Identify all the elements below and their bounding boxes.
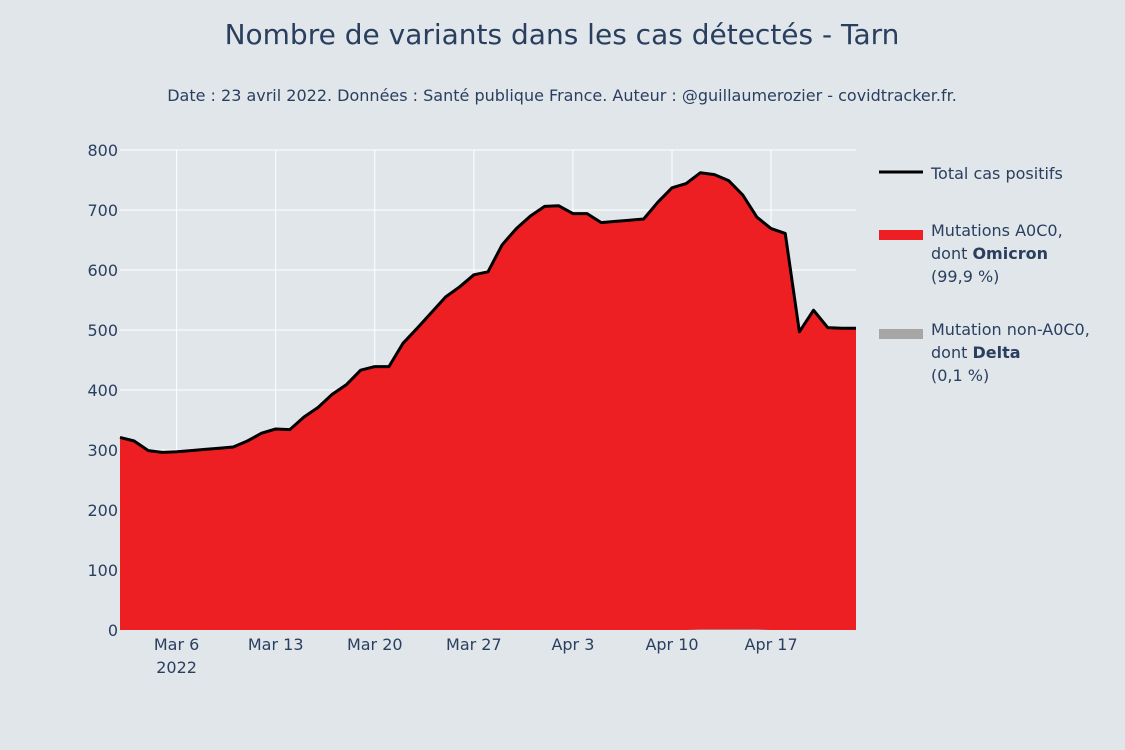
legend: Total cas positifs Mutations A0C0, dont Om…: [879, 164, 1090, 385]
legend-label-2-1: dont Delta: [931, 343, 1021, 362]
legend-label-2-0: Mutation non-A0C0,: [931, 320, 1090, 339]
x-tick-label-3: Mar 27: [446, 635, 502, 654]
area-series-1: [120, 629, 856, 630]
x-tick-label-5: Apr 10: [645, 635, 698, 654]
legend-label-1-1: dont Omicron: [931, 244, 1048, 263]
y-tick-label-5: 500: [87, 321, 118, 340]
y-tick-label-7: 700: [87, 201, 118, 220]
y-tick-label-2: 200: [87, 501, 118, 520]
x-tick-label-2: Mar 20: [347, 635, 403, 654]
y-tick-label-4: 400: [87, 381, 118, 400]
line-series-total: [119, 171, 856, 454]
x-tick-label-6: Apr 17: [745, 635, 798, 654]
x-tick-label-4: Apr 3: [551, 635, 594, 654]
area-series-0: [120, 172, 856, 631]
legend-label-0-0: Total cas positifs: [930, 164, 1063, 183]
chart-title: Nombre de variants dans les cas détectés…: [225, 18, 900, 51]
y-tick-label-3: 300: [87, 441, 118, 460]
x-tick-label-0: Mar 6: [154, 635, 199, 654]
legend-label-2-2: (0,1 %): [931, 366, 989, 385]
legend-label-1-2: (99,9 %): [931, 267, 999, 286]
x-tick-sublabel-0: 2022: [156, 658, 197, 677]
y-tick-label-8: 800: [87, 141, 118, 160]
chart-subtitle: Date : 23 avril 2022. Données : Santé pu…: [167, 86, 957, 105]
x-tick-label-1: Mar 13: [248, 635, 304, 654]
y-tick-label-1: 100: [87, 561, 118, 580]
y-tick-label-0: 0: [108, 621, 118, 640]
y-tick-label-6: 600: [87, 261, 118, 280]
legend-label-1-0: Mutations A0C0,: [931, 221, 1063, 240]
plot-area: 0 100 200 300 400 500 600 700 800 Mar 6 2022 Mar 13…: [87, 141, 856, 677]
